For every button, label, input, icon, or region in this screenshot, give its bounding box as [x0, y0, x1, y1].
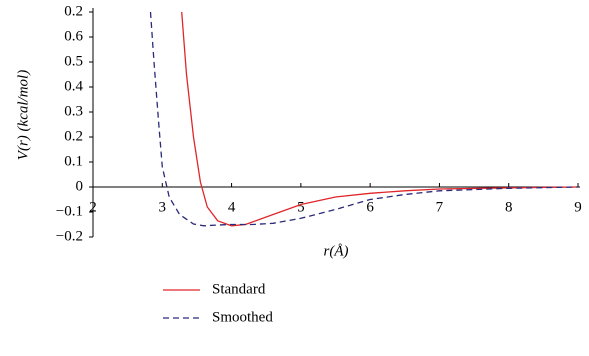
- x-tick-label: 7: [436, 199, 444, 215]
- x-axis-title: r(Å): [324, 243, 349, 259]
- y-tick-label: 0.1: [64, 153, 83, 169]
- y-tick-label: −0.2: [56, 228, 83, 244]
- y-tick-label: 0.5: [64, 53, 83, 69]
- y-tick-label: 0.2: [64, 128, 83, 144]
- x-tick-label: 9: [574, 199, 582, 215]
- y-tick-label: 0.2: [64, 3, 83, 19]
- y-tick-label: 0: [76, 178, 84, 194]
- y-tick-label: 0.3: [64, 103, 83, 119]
- x-tick-label: 8: [505, 199, 513, 215]
- x-tick-label: 5: [297, 199, 305, 215]
- series-line: [181, 11, 579, 227]
- legend-label: Smoothed: [212, 309, 273, 325]
- y-axis-title: V(r) (kcal/mol): [15, 70, 31, 160]
- y-tick-label: −0.1: [56, 203, 83, 219]
- x-tick-label: 4: [228, 199, 236, 215]
- series-line: [149, 11, 579, 227]
- y-tick-label: 0.4: [64, 78, 83, 94]
- x-tick-label: 2: [89, 199, 97, 215]
- x-tick-label: 6: [366, 199, 374, 215]
- y-tick-label: 0.6: [64, 28, 83, 44]
- legend-label: Standard: [212, 281, 266, 297]
- x-tick-label: 3: [159, 199, 167, 215]
